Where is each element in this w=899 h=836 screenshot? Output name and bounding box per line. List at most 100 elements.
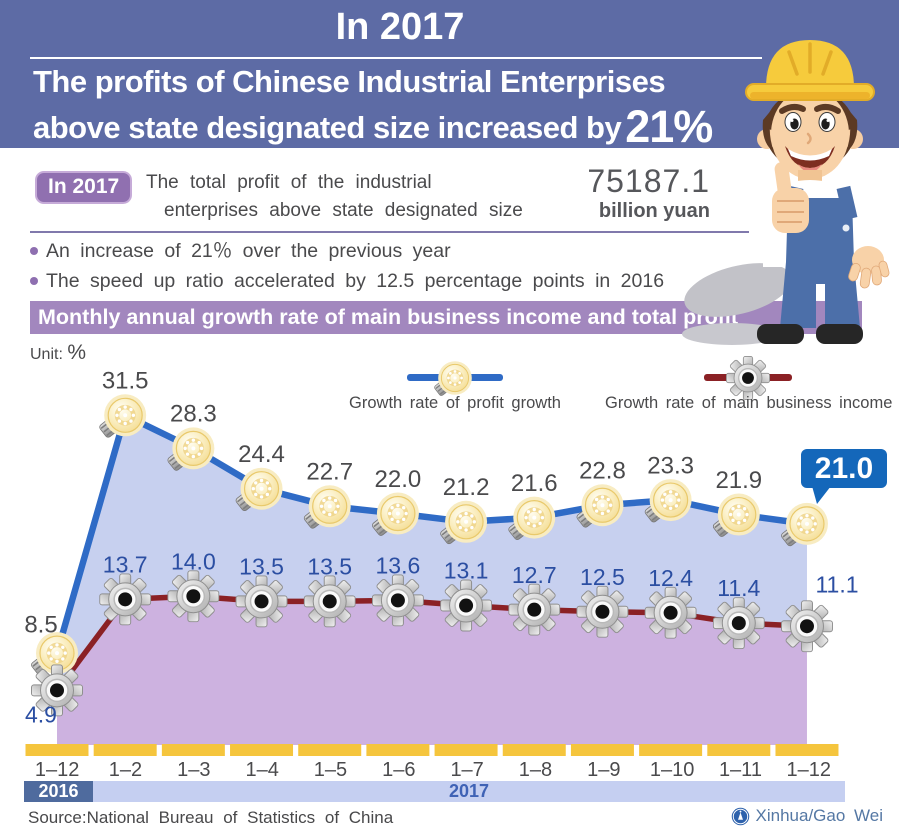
gear-icon [644,586,697,639]
income-value-label: 13.7 [103,551,148,577]
income-value-label: 12.5 [580,564,625,590]
unit-label: Unit: % [30,341,86,365]
income-value-label: 12.7 [512,562,557,588]
axis-segment [230,744,294,756]
page-title: In 2017 [335,6,465,48]
income-line [54,593,810,694]
gear-icon [31,664,83,717]
legend-profit: Growth rate of profit growth [345,358,565,412]
gear-icon [440,579,493,632]
x-tick-label: 1–6 [382,759,416,781]
header-banner: In 2017 The profits of Chinese Industria… [0,0,899,152]
axis-segment [707,744,771,756]
x-tick-label: 1–12 [786,759,832,781]
in-2017-badge: In 2017 [35,171,133,204]
axis-segment [775,744,839,756]
income-value-label: 13.1 [444,558,489,584]
credit: Xinhua/Gao Wei [731,806,883,826]
profit-value-label: 8.5 [24,611,57,638]
axis-segment [502,744,566,756]
amount-value: 75187.1 [587,163,710,199]
profit-value-label: 23.3 [647,452,694,479]
summary-text: The total profit of the industrial enter… [146,169,523,225]
axis-segment [366,744,430,756]
profit-value-label: 24.4 [238,441,285,468]
profit-value-label: 31.5 [102,368,149,395]
axis-segment [25,744,89,756]
x-axis-ticks: 1–12 1–2 1–3 1–4 1–5 1–6 1–7 1–8 1–9 1–10 1–11 1–12 [23,759,843,782]
worker-character-illustration [682,40,890,345]
title-underline [30,57,762,59]
profit-value-label: 21.2 [443,474,490,501]
axis-segment [93,744,157,756]
section-divider [30,231,753,233]
bulb-icon [167,427,215,471]
total-profit-amount: 75187.1 billion yuan [560,163,710,223]
bullet-list: An increase of 21％ over the previous yea… [30,239,664,299]
legend-income-label: Growth rate of main business income [605,394,893,412]
bullet-text: An increase of 21％ over the previous yea… [46,240,451,262]
profit-value-label: 28.3 [170,401,217,428]
profit-line [53,412,811,657]
bulb-icon [644,479,692,523]
headline-line2-text: above state designated size increased by [33,110,622,145]
bulb-icon [576,484,624,528]
bulb-icon [30,632,78,676]
gear-icon [780,600,833,653]
unit-symbol: % [67,341,87,364]
x-tick-label: 1–8 [518,759,553,781]
era-2016-label: 2016 [24,781,93,802]
unit-text: Unit: [30,346,63,363]
summary-text-line1: The total profit of the industrial [146,172,432,193]
income-value-label: 4.9 [25,701,57,727]
profit-value-label: 21.6 [511,470,558,497]
axis-segment [434,744,498,756]
legend-income: Growth rate of main business income [605,358,893,412]
bullet-text: The speed up ratio accelerated by 12.5 p… [46,270,665,292]
highlight-callout: 21.0 [801,449,887,504]
income-value-label: 13.5 [307,553,352,579]
gear-icon [303,575,356,628]
amount-unit: billion yuan [598,200,710,222]
profit-value-label: 22.8 [579,458,626,485]
x-tick-label: 1–3 [177,759,211,781]
bulb-icon [98,394,146,438]
x-tick-label: 1–7 [450,759,484,781]
income-value-label: 13.6 [376,552,421,578]
profit-value-label: 21.9 [715,467,762,494]
bulb-icon [508,497,556,541]
income-value-label: 13.5 [239,553,284,579]
x-tick-label: 1–10 [649,759,695,781]
bulb-icon [439,501,487,545]
gear-icon [99,573,152,626]
headline-line2: above state designated size increased by… [33,101,713,153]
bulb-icon [712,494,760,538]
x-tick-label: 1–4 [245,759,279,781]
axis-segment [639,744,703,756]
legend-profit-label: Growth rate of profit growth [349,394,561,412]
axis-segment [298,744,362,756]
source-note: Source:National Bureau of Statistics of … [28,808,394,827]
list-item: The speed up ratio accelerated by 12.5 p… [30,269,664,294]
xinhua-logo-icon [731,807,749,825]
x-tick-label: 1–9 [587,759,621,781]
gear-icon [508,583,561,636]
list-item: An increase of 21％ over the previous yea… [30,239,664,264]
income-value-label: 11.1 [815,571,858,597]
income-value-label: 14.0 [171,548,216,574]
bulb-icon [780,503,828,547]
axis-segment [161,744,225,756]
gear-icon [235,575,288,628]
bulb-icon [371,493,419,537]
x-tick-label: 1–11 [718,759,762,781]
profit-value-label: 22.0 [375,466,422,493]
gear-icon [712,597,765,650]
axis-segment [570,744,634,756]
headline-percent: 21% [625,101,713,152]
gear-icon [167,570,220,623]
era-2017-label: 2017 [93,781,845,802]
profit-area [57,415,807,691]
profit-value-label: 22.7 [306,459,353,486]
bullet-icon [30,247,38,255]
